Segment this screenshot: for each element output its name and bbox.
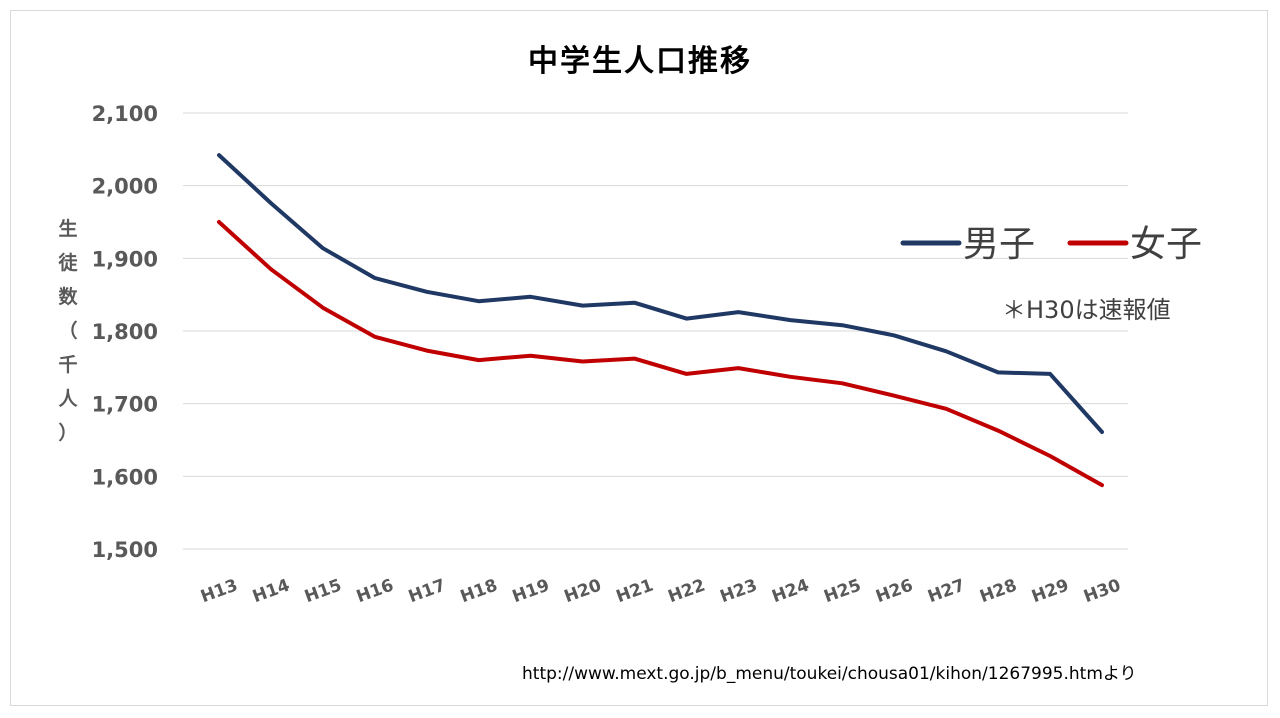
- x-tick-label: H28: [977, 575, 1019, 607]
- x-tick-label: H20: [562, 575, 605, 607]
- x-tick-label: H13: [198, 575, 240, 607]
- y-axis-label-char: 数: [58, 286, 78, 308]
- y-tick-label: 1,800: [92, 320, 158, 344]
- chart-frame: [10, 10, 1268, 706]
- y-tick-label: 1,900: [92, 247, 158, 271]
- x-tick-label: H18: [458, 575, 500, 607]
- y-axis-label-char: 生: [58, 218, 78, 240]
- y-tick-label: 1,500: [92, 538, 158, 562]
- x-tick-label: H26: [873, 575, 915, 607]
- x-tick-label: H14: [250, 575, 293, 607]
- y-axis-label-char: 徒: [58, 252, 78, 274]
- x-tick-label: H30: [1081, 575, 1124, 607]
- x-tick-label: H16: [354, 575, 396, 607]
- y-axis-label-char: 千: [58, 354, 78, 376]
- annotation-note: ＊H30は速報値: [1002, 296, 1171, 324]
- series-line: [217, 153, 1104, 434]
- x-tick-label: H22: [666, 575, 708, 607]
- x-tick-label: H27: [925, 575, 967, 607]
- y-axis-label-char: ）: [58, 422, 78, 444]
- legend-label: 男子: [963, 224, 1035, 265]
- y-tick-label: 2,100: [92, 102, 158, 126]
- y-axis-label-char: （: [58, 320, 78, 342]
- y-axis-label-char: 人: [58, 388, 78, 410]
- x-tick-label: H21: [614, 575, 656, 607]
- x-tick-label: H29: [1029, 575, 1071, 607]
- legend-label: 女子: [1130, 224, 1202, 265]
- x-tick-label: H25: [821, 575, 863, 607]
- x-tick-label: H23: [717, 575, 759, 607]
- y-axis-label: 生 徒 数 （ 千 人 ）: [55, 212, 81, 450]
- y-tick-label: 2,000: [92, 175, 158, 199]
- y-tick-label: 1,600: [92, 465, 158, 489]
- chart-title: 中学生人口推移: [528, 44, 752, 79]
- x-tick-label: H19: [510, 575, 552, 607]
- series-line: [217, 220, 1104, 488]
- source-url: http://www.mext.go.jp/b_menu/toukei/chou…: [522, 664, 1137, 684]
- x-tick-label: H24: [769, 575, 812, 607]
- y-tick-label: 1,700: [92, 393, 158, 417]
- x-tick-label: H17: [406, 575, 448, 607]
- x-tick-label: H15: [302, 575, 344, 607]
